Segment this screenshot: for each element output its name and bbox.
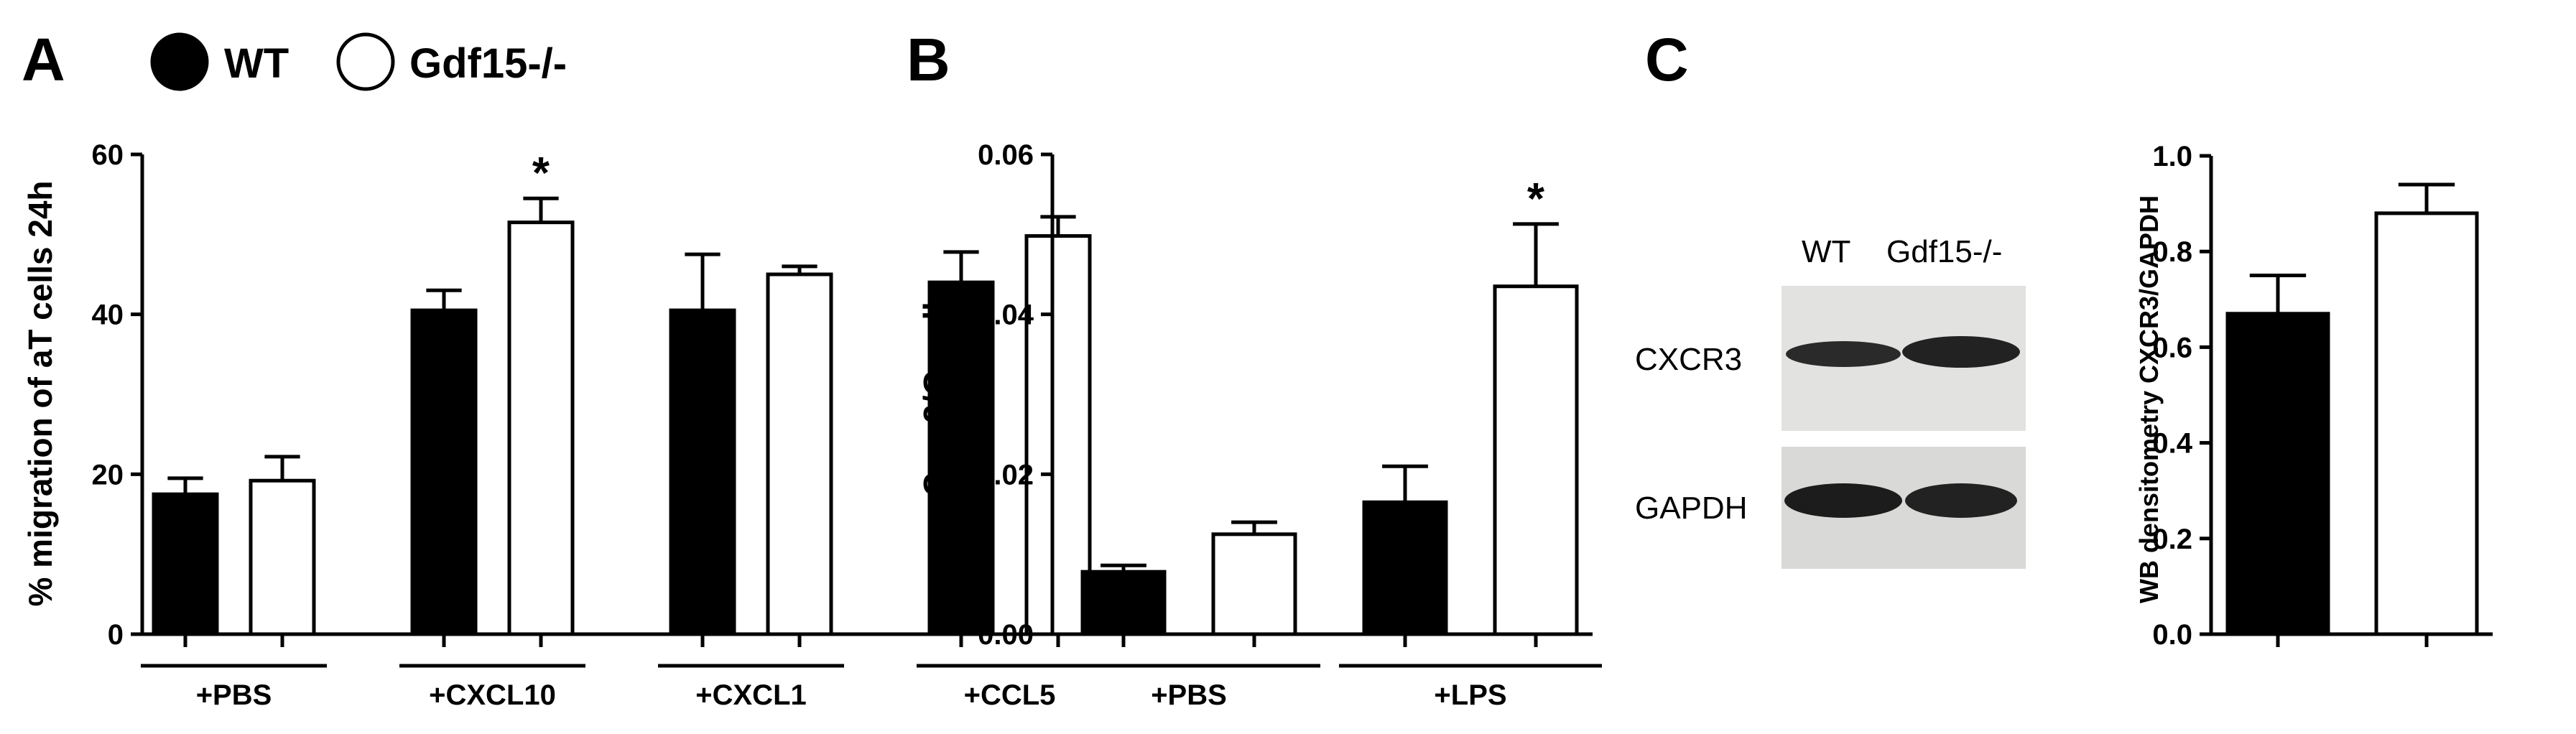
- blot-column-wt: WT: [1802, 234, 1850, 269]
- panel-a-group-label: +CXCL10: [429, 679, 556, 711]
- panel-b-bar: [1362, 500, 1448, 636]
- panel-c-y-tick-label: 0.4: [2152, 428, 2192, 460]
- panel-b-y-tick-label: 0.04: [978, 299, 1034, 331]
- panel-b-y-tick-label: 0.06: [978, 139, 1034, 171]
- panel-b-bar: [1080, 570, 1167, 636]
- panel-b-significance-star: *: [1527, 175, 1545, 224]
- blot-column-ko: Gdf15-/-: [1886, 234, 2002, 269]
- panel-c-y-tick-label: 0.2: [2152, 524, 2192, 555]
- blot-row-cxcr3: CXCR3: [1635, 342, 1742, 377]
- legend-ko-marker: [336, 32, 395, 91]
- panel-a-y-tick-label: 0: [108, 619, 124, 651]
- panel-a-y-axis-label: % migration of aT cells 24h: [22, 180, 59, 606]
- panel-b-y-tick-label: 0.02: [978, 459, 1034, 491]
- panel-a-chart: % migration of aT cells 24h 0 20 40 60 +PBS *…: [22, 139, 1106, 711]
- western-blot: WT Gdf15-/- CXCR3 GAPDH: [1635, 234, 2026, 569]
- panel-c-bar: [2225, 312, 2330, 636]
- panel-a-y-tick-label: 20: [92, 459, 124, 491]
- panel-a-bar: [152, 492, 219, 636]
- panel-label-c: C: [1645, 26, 1689, 93]
- panel-a-bar: [669, 308, 736, 636]
- panel-b-chart: Cxcr3/Gapdh 0.00 0.02 0.04 0.06 +PBS * +LPS: [917, 139, 1602, 711]
- blot-band-gapdh-ko: [1905, 483, 2017, 518]
- panel-label-b: B: [907, 26, 950, 93]
- legend-wt-marker: [150, 32, 209, 91]
- legend: WT Gdf15-/-: [150, 32, 567, 91]
- legend-ko-label: Gdf15-/-: [409, 40, 567, 87]
- panel-a-group-label: +CCL5: [964, 679, 1056, 711]
- panel-a-group-label: +PBS: [196, 679, 272, 711]
- panel-c-y-tick-label: 0.0: [2152, 619, 2192, 651]
- panel-b-bar: [1211, 532, 1297, 636]
- panel-c-bar: [2374, 211, 2479, 636]
- panel-a-group-label: +CXCL1: [695, 679, 807, 711]
- panel-a-y-tick-label: 40: [92, 299, 124, 331]
- panel-b-y-axis-label: Cxcr3/Gapdh: [917, 291, 954, 496]
- panel-c-y-axis-label: WB densitometry CXCR3/GAPDH: [2134, 195, 2164, 603]
- panel-b-group-label: +LPS: [1434, 679, 1506, 711]
- panel-a-bar: [507, 220, 575, 636]
- panel-a-significance-star: *: [532, 149, 550, 198]
- panel-c-y-tick-label: 0.8: [2152, 236, 2192, 268]
- panel-c-y-tick-label: 1.0: [2152, 141, 2192, 172]
- blot-band-cxcr3-ko: [1902, 336, 2020, 368]
- panel-a-y-tick-label: 60: [92, 139, 124, 171]
- panel-b-group-label: +PBS: [1151, 679, 1227, 711]
- legend-wt-label: WT: [224, 40, 289, 87]
- panel-b-bar: [1493, 284, 1579, 636]
- panel-c-y-tick-label: 0.6: [2152, 332, 2192, 363]
- panel-a-bar: [927, 280, 995, 636]
- blot-row-gapdh: GAPDH: [1635, 491, 1747, 526]
- blot-band-cxcr3-wt: [1786, 341, 1901, 367]
- panel-a-bar: [1024, 234, 1092, 636]
- panel-label-a: A: [22, 26, 65, 93]
- panel-a-bar: [249, 478, 316, 636]
- panel-b-y-tick-label: 0.00: [978, 619, 1034, 651]
- blot-band-gapdh-wt: [1784, 483, 1902, 518]
- panel-a-bar: [766, 272, 833, 636]
- panel-a-bar: [410, 308, 478, 636]
- panel-c-chart: WB densitometry CXCR3/GAPDH 0.0 0.2 0.4 0.6…: [2134, 141, 2493, 651]
